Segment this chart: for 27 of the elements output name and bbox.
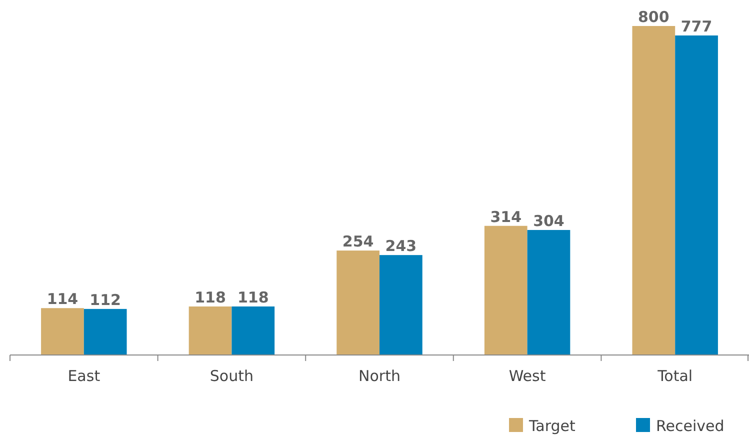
data-label: 800 (638, 8, 670, 26)
bar (380, 255, 422, 355)
data-label: 777 (680, 17, 712, 36)
x-tick-label: East (68, 367, 100, 385)
legend-label: Received (656, 417, 724, 435)
bar (484, 226, 528, 355)
bar (527, 230, 570, 355)
data-label: 304 (533, 212, 564, 230)
bar (632, 26, 676, 355)
data-label: 118 (194, 288, 226, 306)
data-label: 243 (385, 237, 417, 256)
data-label: 114 (46, 290, 78, 308)
x-tick-label: South (210, 367, 254, 385)
bar (41, 308, 84, 355)
bar (232, 306, 275, 355)
bar (336, 250, 380, 355)
x-tick-label: West (508, 367, 546, 385)
x-tick-label: Total (656, 367, 693, 385)
legend-label: Target (528, 417, 576, 435)
data-label: 112 (90, 290, 121, 309)
bar (188, 306, 232, 355)
x-tick-label: North (358, 367, 400, 385)
bar (84, 308, 127, 355)
data-label: 254 (342, 232, 374, 251)
bar (675, 35, 718, 355)
data-label: 314 (490, 208, 522, 226)
data-label: 118 (237, 288, 269, 306)
